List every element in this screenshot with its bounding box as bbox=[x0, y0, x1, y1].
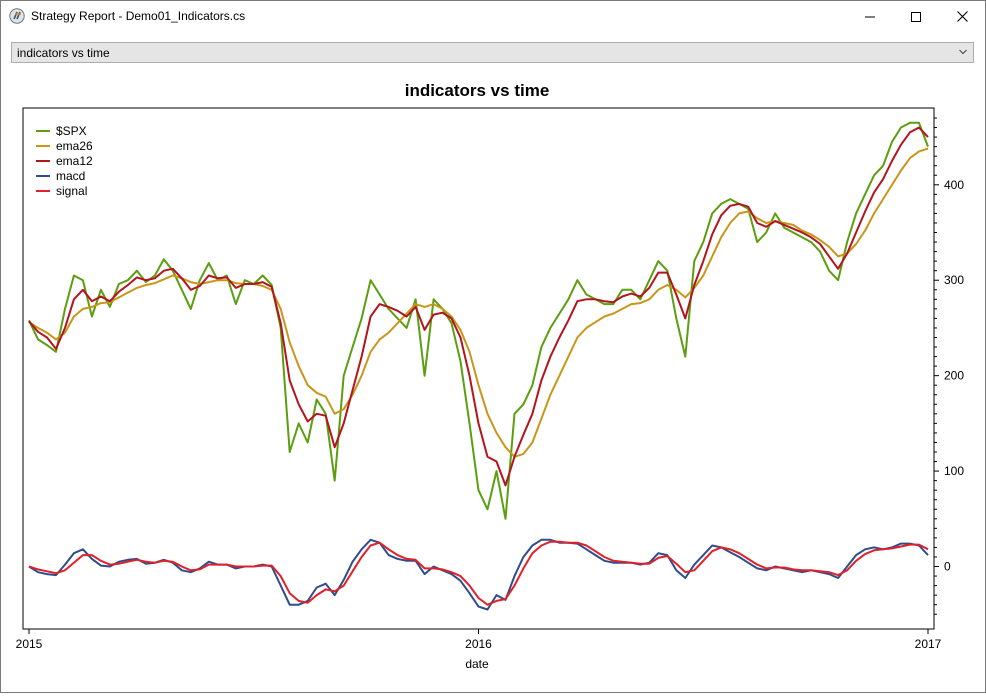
y-axis: 0 100 200 300 400 bbox=[934, 117, 964, 615]
window-title: Strategy Report - Demo01_Indicators.cs bbox=[31, 9, 246, 23]
chart-area: indicators vs time 2015 2016 2017 0 100 200 3… bbox=[1, 71, 985, 691]
series-line-signal bbox=[28, 540, 929, 606]
chart-selector-dropdown[interactable]: indicators vs time bbox=[11, 42, 974, 63]
y-tick-label: 400 bbox=[944, 178, 964, 192]
series-line-ema12 bbox=[28, 126, 929, 487]
x-tick-label: 2015 bbox=[16, 637, 43, 651]
plot-frame bbox=[22, 107, 935, 630]
y-tick-label: 100 bbox=[944, 464, 964, 478]
chart-selector-value: indicators vs time bbox=[17, 46, 110, 60]
app-logo-icon bbox=[9, 8, 25, 24]
x-axis-label: date bbox=[465, 657, 489, 671]
minimize-button[interactable] bbox=[847, 1, 893, 32]
x-tick-label: 2017 bbox=[915, 637, 942, 651]
maximize-icon bbox=[911, 11, 921, 22]
legend-label: macd bbox=[56, 169, 85, 183]
x-axis: 2015 2016 2017 bbox=[16, 629, 942, 651]
minimize-icon bbox=[865, 16, 875, 17]
close-icon bbox=[956, 11, 968, 22]
x-tick-label: 2016 bbox=[465, 637, 492, 651]
chart-title: indicators vs time bbox=[405, 81, 550, 100]
series-line-ema26 bbox=[28, 147, 929, 458]
series-line-spx bbox=[28, 121, 929, 520]
legend-label: $SPX bbox=[56, 124, 87, 138]
close-button[interactable] bbox=[939, 1, 985, 32]
maximize-button[interactable] bbox=[893, 1, 939, 32]
series-layer bbox=[28, 121, 929, 611]
legend-label: ema26 bbox=[56, 139, 93, 153]
chevron-down-icon bbox=[959, 49, 967, 55]
legend-label: ema12 bbox=[56, 154, 93, 168]
y-tick-label: 300 bbox=[944, 273, 964, 287]
y-tick-label: 200 bbox=[944, 369, 964, 383]
legend-label: signal bbox=[56, 184, 87, 198]
indicators-chart: indicators vs time 2015 2016 2017 0 100 200 3… bbox=[16, 81, 965, 671]
title-bar[interactable]: Strategy Report - Demo01_Indicators.cs bbox=[1, 1, 985, 32]
y-tick-label: 0 bbox=[944, 560, 951, 574]
